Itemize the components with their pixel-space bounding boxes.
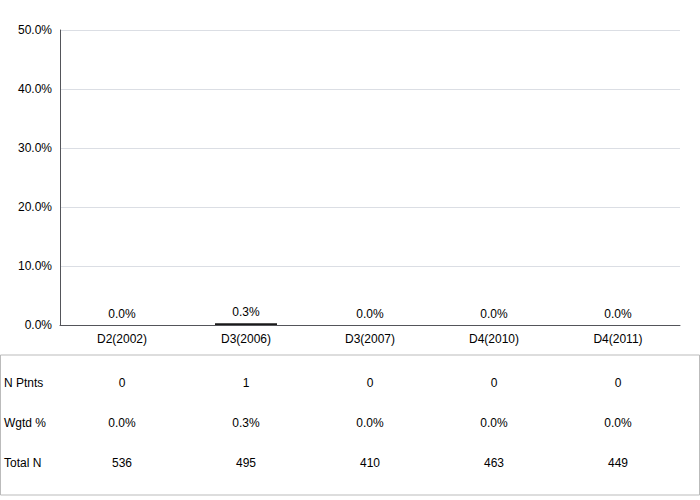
svg-text:0: 0: [367, 376, 374, 390]
svg-text:0.0%: 0.0%: [108, 416, 136, 430]
svg-text:D4(2010): D4(2010): [469, 332, 519, 346]
svg-text:0.0%: 0.0%: [480, 307, 508, 321]
svg-text:0.0%: 0.0%: [480, 416, 508, 430]
svg-text:30.0%: 30.0%: [18, 141, 52, 155]
svg-text:0.0%: 0.0%: [356, 416, 384, 430]
svg-text:0.0%: 0.0%: [356, 307, 384, 321]
svg-text:40.0%: 40.0%: [18, 82, 52, 96]
svg-text:N Ptnts: N Ptnts: [4, 376, 43, 390]
svg-text:D2(2002): D2(2002): [97, 332, 147, 346]
svg-text:D3(2006): D3(2006): [221, 332, 271, 346]
svg-text:50.0%: 50.0%: [18, 23, 52, 37]
svg-text:0: 0: [615, 376, 622, 390]
svg-text:449: 449: [608, 456, 628, 470]
svg-text:D4(2011): D4(2011): [593, 332, 642, 346]
svg-text:0.0%: 0.0%: [604, 307, 632, 321]
svg-text:0: 0: [119, 376, 126, 390]
svg-text:0.0%: 0.0%: [108, 307, 136, 321]
svg-text:410: 410: [360, 456, 380, 470]
svg-text:495: 495: [236, 456, 256, 470]
svg-text:10.0%: 10.0%: [18, 259, 52, 273]
svg-text:1: 1: [243, 376, 250, 390]
svg-text:0.3%: 0.3%: [232, 416, 260, 430]
svg-text:0: 0: [491, 376, 498, 390]
svg-text:536: 536: [112, 456, 132, 470]
svg-text:20.0%: 20.0%: [18, 200, 52, 214]
svg-text:0.3%: 0.3%: [232, 305, 260, 319]
svg-text:463: 463: [484, 456, 504, 470]
svg-text:Wgtd %: Wgtd %: [4, 416, 46, 430]
svg-text:D3(2007): D3(2007): [345, 332, 395, 346]
svg-text:Total N: Total N: [4, 456, 41, 470]
svg-text:0.0%: 0.0%: [604, 416, 632, 430]
svg-text:0.0%: 0.0%: [25, 318, 53, 332]
